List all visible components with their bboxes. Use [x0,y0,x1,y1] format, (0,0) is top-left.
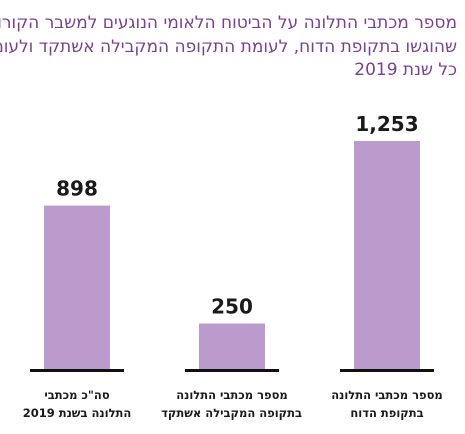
chart-title-line: מספר מכתבי התלונה על הביטוח הלאומי הנוגע… [0,13,457,33]
category-label-line: מספר מכתבי התלונה [176,388,288,402]
chart-title: מספר מכתבי התלונה על הביטוח הלאומי הנוגע… [0,12,457,83]
bar [354,141,420,369]
category-label: סה"כ מכתבי התלונה בשנת 2019 [7,386,147,422]
bar-value-label: 898 [56,177,98,201]
category-label-line: מספר מכתבי התלונה [331,388,443,402]
bar-value-label: 250 [211,295,253,319]
category-label-line: התלונה בשנת 2019 [22,406,132,420]
category-label-line: בתקופת הדוח [350,406,424,420]
category-label-line: סה"כ מכתבי [44,388,110,402]
category-label: מספר מכתבי התלונה בתקופה המקבילה אשתקד [161,386,302,422]
chart-title-line: שהוגשו בתקופת הדוח, לעומת התקופה המקבילה… [0,36,457,57]
category-label-line: בתקופה המקבילה אשתקד [161,406,302,420]
category-label: מספר מכתבי התלונה בתקופת הדוח [317,386,457,422]
bar [44,205,110,369]
bar-value-label: 1,253 [355,112,418,136]
bar [199,323,265,369]
chart-title-line: כל שנת 2019 [354,60,457,80]
